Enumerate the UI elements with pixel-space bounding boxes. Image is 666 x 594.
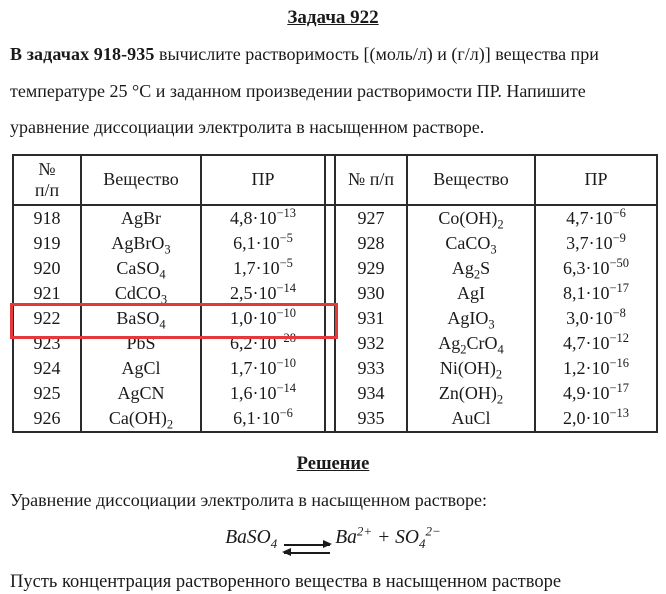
cell-number: 922 <box>12 305 82 331</box>
cell-pr: 1,6·10−14 <box>200 380 326 406</box>
cell-substance: CaSO4 <box>80 255 202 281</box>
header-num-left: № п/п <box>12 154 82 206</box>
cell-substance: Ca(OH)2 <box>80 405 202 432</box>
solubility-table: № п/п Вещество ПР № п/п Вещество ПР 918 A… <box>12 153 658 433</box>
solubility-table-wrap: № п/п Вещество ПР № п/п Вещество ПР 918 A… <box>10 153 662 433</box>
solution-intro-line: Уравнение диссоциации электролита в насы… <box>10 489 487 510</box>
cell-pr: 4,7·10−12 <box>534 330 658 356</box>
table-divider-cell <box>324 305 336 331</box>
cell-number: 930 <box>334 280 408 306</box>
cell-pr: 1,0·10−10 <box>200 305 326 331</box>
header-substance-left: Вещество <box>80 154 202 206</box>
cell-substance: Co(OH)2 <box>406 204 536 231</box>
cell-substance: AuCl <box>406 405 536 432</box>
cell-number: 931 <box>334 305 408 331</box>
header-num-left-line1: № <box>38 158 56 179</box>
cell-substance: CdCO3 <box>80 280 202 306</box>
cell-substance: AgBrO3 <box>80 230 202 256</box>
table-divider-cell <box>324 405 336 432</box>
header-pr-right: ПР <box>534 154 658 206</box>
header-num-right: № п/п <box>334 154 408 206</box>
cell-pr: 8,1·10−17 <box>534 280 658 306</box>
intro-text: вычислите растворимость [(моль/л) и (г/л… <box>10 44 599 137</box>
cell-number: 927 <box>334 204 408 231</box>
cell-substance: AgCN <box>80 380 202 406</box>
cell-substance: Ag2CrO4 <box>406 330 536 356</box>
cell-pr: 3,0·10−8 <box>534 305 658 331</box>
table-header-row: № п/п Вещество ПР № п/п Вещество ПР <box>12 154 658 206</box>
cell-pr: 1,7·10−10 <box>200 355 326 381</box>
header-pr-left: ПР <box>200 154 326 206</box>
table-body: 918 AgBr 4,8·10−13 927 Co(OH)2 4,7·10−6 919 AgB… <box>12 204 658 432</box>
cell-number: 934 <box>334 380 408 406</box>
cell-pr: 4,8·10−13 <box>200 204 326 231</box>
table-row: 918 AgBr 4,8·10−13 927 Co(OH)2 4,7·10−6 <box>12 204 658 231</box>
cell-substance: AgI <box>406 280 536 306</box>
cell-pr: 6,1·10−6 <box>200 405 326 432</box>
cell-number: 935 <box>334 405 408 432</box>
cell-pr: 6,3·10−50 <box>534 255 658 281</box>
cell-number: 920 <box>12 255 82 281</box>
problem-title: Задача 922 <box>287 7 379 28</box>
equilibrium-arrows-icon <box>282 540 333 557</box>
cell-number: 932 <box>334 330 408 356</box>
table-divider-cell <box>324 154 336 206</box>
arrow-left-icon <box>282 548 331 556</box>
cell-number: 919 <box>12 230 82 256</box>
cell-pr: 2,0·10−13 <box>534 405 658 432</box>
cell-pr: 3,7·10−9 <box>534 230 658 256</box>
table-row: 919 AgBrO3 6,1·10−5 928 CaCO3 3,7·10−9 <box>12 230 658 256</box>
cell-number: 933 <box>334 355 408 381</box>
cell-number: 918 <box>12 204 82 231</box>
cell-pr: 1,2·10−16 <box>534 355 658 381</box>
table-divider-cell <box>324 380 336 406</box>
cell-substance: CaCO3 <box>406 230 536 256</box>
document-page: Задача 922 В задачах 918-935 вычислите р… <box>0 7 666 594</box>
cell-substance: BaSO4 <box>80 305 202 331</box>
table-row: 923 PbS 6,2·10−28 932 Ag2CrO4 4,7·10−12 <box>12 330 658 356</box>
solution-following-line: Пусть концентрация растворенного веществ… <box>10 571 562 592</box>
cell-number: 929 <box>334 255 408 281</box>
cell-number: 925 <box>12 380 82 406</box>
intro-problem-range: В задачах 918-935 <box>10 44 155 64</box>
cell-substance: Zn(OH)2 <box>406 380 536 406</box>
header-substance-right: Вещество <box>406 154 536 206</box>
equation-right-side: Ba2+ + SO42− <box>335 523 441 551</box>
cell-number: 926 <box>12 405 82 432</box>
table-divider-cell <box>324 355 336 381</box>
table-row: 921 CdCO3 2,5·10−14 930 AgI 8,1·10−17 <box>12 280 658 306</box>
header-num-left-line2: п/п <box>34 179 60 200</box>
table-divider-cell <box>324 230 336 256</box>
arrow-right-icon <box>284 540 333 548</box>
cell-substance: Ag2S <box>406 255 536 281</box>
cell-pr: 4,9·10−17 <box>534 380 658 406</box>
cell-pr: 6,1·10−5 <box>200 230 326 256</box>
table-row: 920 CaSO4 1,7·10−5 929 Ag2S 6,3·10−50 <box>12 255 658 281</box>
table-row: 924 AgCl 1,7·10−10 933 Ni(OH)2 1,2·10−16 <box>12 355 658 381</box>
cell-pr: 6,2·10−28 <box>200 330 326 356</box>
table-divider-cell <box>324 280 336 306</box>
table-row: 926 Ca(OH)2 6,1·10−6 935 AuCl 2,0·10−13 <box>12 405 658 432</box>
cell-pr: 1,7·10−5 <box>200 255 326 281</box>
cell-substance: Ni(OH)2 <box>406 355 536 381</box>
intro-paragraph: В задачах 918-935 вычислите растворимост… <box>10 36 658 146</box>
cell-substance: AgIO3 <box>406 305 536 331</box>
cell-substance: AgCl <box>80 355 202 381</box>
table-divider-cell <box>324 204 336 231</box>
cell-number: 924 <box>12 355 82 381</box>
equation-left-formula: BaSO4 <box>225 526 278 551</box>
dissociation-equation: BaSO4 Ba2+ + SO42− <box>0 523 666 557</box>
cell-pr: 4,7·10−6 <box>534 204 658 231</box>
solution-heading: Решение <box>296 453 370 474</box>
cell-number: 921 <box>12 280 82 306</box>
table-row: 922 BaSO4 1,0·10−10 931 AgIO3 3,0·10−8 <box>12 305 658 331</box>
cell-pr: 2,5·10−14 <box>200 280 326 306</box>
cell-number: 928 <box>334 230 408 256</box>
cell-number: 923 <box>12 330 82 356</box>
table-divider-cell <box>324 255 336 281</box>
table-divider-cell <box>324 330 336 356</box>
cell-substance: AgBr <box>80 204 202 231</box>
cell-substance: PbS <box>80 330 202 356</box>
table-row: 925 AgCN 1,6·10−14 934 Zn(OH)2 4,9·10−17 <box>12 380 658 406</box>
